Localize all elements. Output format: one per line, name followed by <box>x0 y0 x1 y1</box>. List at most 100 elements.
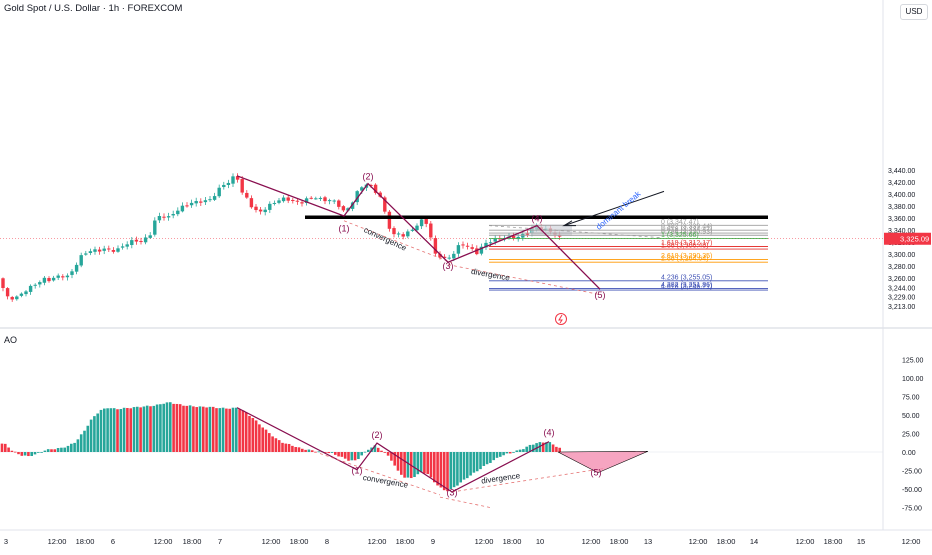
ao-bar <box>83 430 86 452</box>
ao-bar <box>360 452 363 456</box>
time-tick-label: 13 <box>644 537 652 546</box>
ao-annotation: (5) <box>591 468 602 478</box>
ao-bar <box>393 452 396 466</box>
candle-body <box>346 208 350 211</box>
ao-bar <box>56 448 60 452</box>
ao-bar <box>192 406 195 452</box>
ao-bar <box>46 449 50 452</box>
ao-bar <box>442 452 446 491</box>
ao-bar <box>433 452 436 483</box>
ao-bar <box>423 452 426 474</box>
ao-bar <box>241 410 245 452</box>
ao-bar <box>499 452 502 457</box>
fib-level-label: 0.618 (3,334.47) <box>661 227 712 234</box>
ao-convergence-guide-tail <box>439 496 491 508</box>
candle-body <box>157 216 162 221</box>
ao-bar <box>413 452 416 477</box>
ao-bar <box>50 449 53 452</box>
ao-bar <box>459 452 462 483</box>
ao-bar <box>426 452 429 475</box>
time-tick-label: 3 <box>4 537 8 546</box>
ao-bar <box>466 452 469 479</box>
divergence-guide <box>447 264 601 295</box>
candle-body <box>166 216 171 218</box>
candle-body <box>217 187 221 197</box>
ao-bar <box>419 452 423 473</box>
time-tick-label: 18:00 <box>183 537 202 546</box>
ao-bar <box>0 443 4 452</box>
price-tick-label: 3,300.00 <box>888 252 915 259</box>
ao-bar <box>555 446 558 452</box>
candle-body <box>107 248 111 250</box>
candle-body <box>212 196 217 200</box>
time-tick-label: 15 <box>857 537 865 546</box>
ao-bar <box>76 439 80 452</box>
ao-tick-label: 75.00 <box>902 395 920 402</box>
ao-bar <box>416 452 420 475</box>
candle-body <box>318 197 323 199</box>
time-tick-label: 18:00 <box>610 537 629 546</box>
ao-bar <box>380 450 383 452</box>
ao-bar <box>23 452 27 456</box>
ao-wave-path <box>236 407 550 493</box>
ao-bar <box>136 406 139 452</box>
ao-tick-label: -75.00 <box>902 506 922 513</box>
ao-bar <box>119 409 123 452</box>
ao-bar <box>532 444 535 452</box>
candle-body <box>456 245 461 254</box>
ao-bar <box>238 409 241 452</box>
candle-body <box>194 201 198 204</box>
ao-annotation: (4) <box>544 428 555 438</box>
candle-body <box>286 197 290 201</box>
candle-body <box>74 264 79 272</box>
price-tick-label: 3,229.00 <box>888 294 915 301</box>
ao-bar <box>195 407 198 452</box>
ao-bar <box>218 408 222 452</box>
ao-bar <box>515 450 519 452</box>
time-tick-label: 18:00 <box>824 537 843 546</box>
fib-level-label: 0.382 (3,339.44) <box>661 224 712 231</box>
ao-bar <box>297 447 301 452</box>
time-tick-label: 14 <box>750 537 758 546</box>
ao-bar <box>202 406 205 452</box>
candle-body <box>56 275 60 278</box>
candle-body <box>272 202 277 204</box>
ao-bar <box>43 450 47 452</box>
candle-body <box>10 297 14 300</box>
candle-body <box>525 233 530 235</box>
price-tick-label: 3,380.00 <box>888 204 915 211</box>
ao-bar <box>4 443 7 452</box>
ao-bar <box>99 409 103 452</box>
ao-bar <box>145 405 149 452</box>
candle-body <box>461 244 465 246</box>
ao-bar <box>505 452 509 454</box>
ao-bar <box>126 407 129 452</box>
candle-body <box>84 253 88 255</box>
candle-body <box>304 198 309 204</box>
ao-bar <box>175 403 179 452</box>
ao-bar <box>386 452 390 456</box>
ao-bar <box>211 406 215 452</box>
ao-tick-label: 50.00 <box>902 413 920 420</box>
ao-bar <box>284 443 288 452</box>
ao-tick-label: 125.00 <box>902 358 924 365</box>
candle-body <box>295 200 300 202</box>
fib-level-label: 0 (3,347.47) <box>661 219 699 226</box>
ao-bar <box>472 452 476 473</box>
candle-body <box>378 192 382 197</box>
price-annotation: (4) <box>532 213 543 223</box>
ao-bar <box>169 402 172 452</box>
candle-body <box>415 225 419 231</box>
candle-body <box>143 237 148 243</box>
ao-bar <box>254 420 258 452</box>
ao-bar <box>528 444 532 452</box>
ao-divergence-guide <box>451 467 606 493</box>
time-tick-label: 12:00 <box>368 537 387 546</box>
ao-indicator-label[interactable]: AO <box>4 335 18 345</box>
ao-bar <box>86 425 90 452</box>
candle-body <box>97 249 102 252</box>
ao-bar <box>274 438 278 452</box>
ao-bar <box>314 451 317 453</box>
currency-selector[interactable]: USD <box>900 4 928 20</box>
ao-bar <box>446 452 449 492</box>
